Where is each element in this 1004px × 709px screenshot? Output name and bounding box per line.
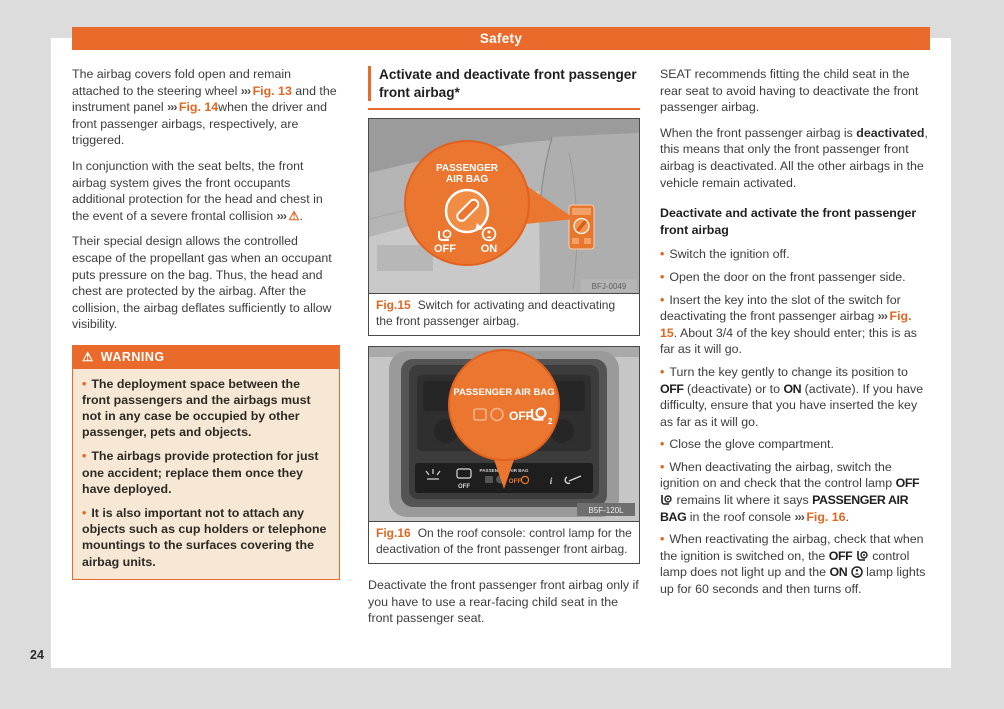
- figure-code: BFJ-0049: [592, 282, 627, 291]
- figure-16-image: OFF PASSENGER AIR BAG OFF i: [369, 347, 639, 522]
- instruction-step: Insert the key into the slot of the swit…: [660, 292, 928, 358]
- figure-16-label: Fig.16: [376, 526, 411, 540]
- svg-text:2: 2: [548, 417, 553, 426]
- paragraph: Deactivate the front passenger front air…: [368, 578, 639, 626]
- svg-text:OFF: OFF: [458, 484, 470, 490]
- subsection-heading: Deactivate and activate the front passen…: [660, 206, 917, 237]
- figure-15: PASSENGER AIR BAG OFF: [368, 118, 640, 336]
- spanner-icon: [564, 475, 582, 485]
- switch-off-label: OFF: [434, 243, 456, 255]
- chapter-title: Safety: [479, 31, 523, 46]
- warning-body: The deployment space between the front p…: [73, 368, 339, 579]
- warning-header: ⚠ WARNING: [73, 345, 339, 369]
- warning-box: ⚠ WARNING The deployment space between t…: [72, 344, 340, 580]
- switch-on-label: ON: [481, 243, 498, 255]
- passenger-airbag-switch-small: [568, 204, 595, 250]
- switch-on-icon: [481, 226, 497, 242]
- figure-15-label: Fig.15: [376, 298, 411, 312]
- page-number: 24: [30, 648, 44, 662]
- figure-15-caption: Fig.15 Switch for activating and deactiva…: [369, 294, 639, 335]
- paragraph: When the front passenger airbag is deact…: [660, 125, 928, 190]
- warning-triangle-icon: ⚠: [82, 349, 94, 364]
- right-column: SEAT recommends fitting the child seat i…: [660, 66, 928, 604]
- balloon-title: PASSENGER AIR BAG: [453, 387, 554, 398]
- figure-15-caption-text: Switch for activating and deactivating t…: [376, 298, 616, 328]
- middle-column: Activate and deactivate front passenger …: [368, 66, 640, 636]
- chapter-header-bar: Safety: [72, 27, 930, 50]
- figure-15-image: PASSENGER AIR BAG OFF: [369, 119, 639, 294]
- rear-lid-off-icon: OFF: [456, 468, 472, 490]
- airbag-off-indicator-icon: [660, 493, 676, 507]
- reading-light-icon: [425, 469, 441, 480]
- section-heading: Activate and deactivate front passenger …: [368, 66, 640, 101]
- paragraph: Their special design allows the controll…: [72, 234, 332, 332]
- manual-page: Safety The airbag covers fold open and r…: [51, 27, 951, 668]
- warning-item: The airbags provide protection for just …: [82, 448, 330, 497]
- paragraph: The airbag covers fold open and remain a…: [72, 67, 337, 148]
- balloon-airbag-off-icon: 2: [530, 407, 553, 426]
- left-column: The airbag covers fold open and remain a…: [72, 66, 340, 580]
- figure-16-caption-text: On the roof console: control lamp for th…: [376, 526, 632, 556]
- dashboard-switch-illustration: PASSENGER AIR BAG OFF: [369, 119, 639, 293]
- instruction-step: Turn the key gently to change its positi…: [660, 364, 928, 430]
- instruction-step: When deactivating the airbag, switch the…: [660, 459, 928, 525]
- roof-console-illustration: OFF PASSENGER AIR BAG OFF i: [369, 347, 639, 521]
- figure-16: OFF PASSENGER AIR BAG OFF i: [368, 346, 640, 564]
- balloon-off-label: OFF: [509, 409, 533, 423]
- switch-off-icon: [438, 229, 452, 241]
- instruction-step: Close the glove compartment.: [660, 436, 928, 453]
- instruction-step: Open the door on the front passenger sid…: [660, 269, 928, 286]
- strip-off-lamp-label: OFF: [509, 478, 522, 485]
- warning-item: The deployment space between the front p…: [82, 376, 330, 441]
- airbag-off-indicator-icon: [852, 549, 872, 563]
- switch-panel-title-line1: PASSENGER: [436, 163, 499, 174]
- info-button-icon: i: [550, 476, 553, 486]
- warning-item: It is also important not to attach any o…: [82, 505, 330, 570]
- warning-title: WARNING: [100, 349, 165, 364]
- switch-panel-title-line2: AIR BAG: [446, 174, 488, 185]
- airbag-on-indicator-icon: [847, 565, 866, 579]
- instruction-step: Switch the ignition off.: [660, 246, 928, 263]
- paragraph: In conjunction with the seat belts, the …: [72, 158, 323, 223]
- figure-16-caption: Fig.16 On the roof console: control lamp …: [369, 522, 639, 563]
- section-heading-rule: Activate and deactivate front passenger …: [368, 66, 640, 110]
- instruction-step: When reactivating the airbag, check that…: [660, 531, 928, 597]
- dimmed-lamp-icons: [473, 407, 504, 422]
- paragraph: SEAT recommends fitting the child seat i…: [660, 67, 919, 115]
- figure-code: B5F-120L: [588, 506, 624, 515]
